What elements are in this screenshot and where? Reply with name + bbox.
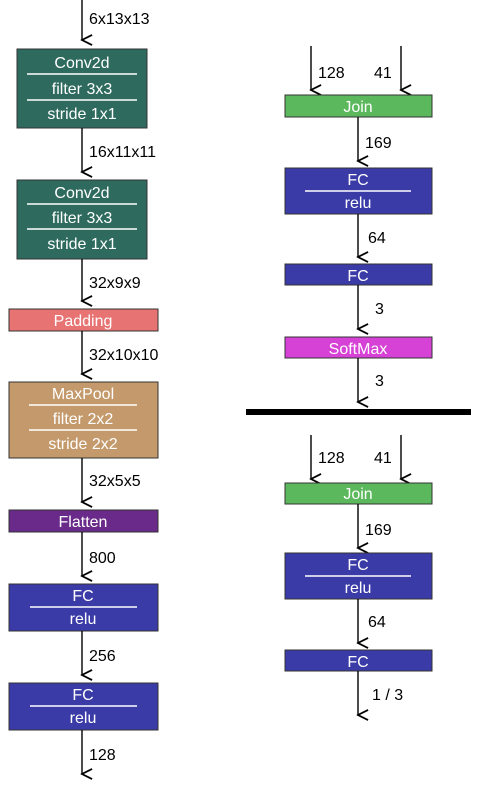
right-top-softmax-block: SoftMax [284,336,433,359]
conv2d-1-title: Conv2d [54,55,109,72]
right-top-join-block: Join [284,94,433,118]
conv2d-2-title: Conv2d [54,185,109,202]
fc-2-activation: relu [70,710,97,727]
right-bottom-join-label: Join [343,486,372,503]
conv2d-1-stride: stride 1x1 [47,106,116,123]
flatten-label: Flatten [59,514,108,531]
right-bottom-column: 128 41 Join 169 FC relu 64 FC 1 / 3 [284,435,433,715]
conv2d-block-2: Conv2d filter 3x3 stride 1x1 [16,179,148,260]
section-divider [246,409,471,415]
right-bottom-fc2-title: FC [347,654,368,671]
dim-after-conv2-label: 32x9x9 [89,275,141,292]
padding-label: Padding [54,313,113,330]
dim-after-conv1-label: 16x11x11 [89,144,156,161]
fc-relu-block-2: FC relu [8,682,159,731]
dim-after-fc2-label: 128 [89,747,116,764]
conv2d-2-filter: filter 3x3 [52,210,113,227]
maxpool-title: MaxPool [52,386,114,403]
left-column: 6x13x13 Conv2d filter 3x3 stride 1x1 16x… [8,0,159,774]
right-bottom-fc-block: FC [284,649,433,672]
right-top-dim-after-fc2-label: 3 [375,301,384,318]
dim-after-padding-label: 32x10x10 [89,347,158,364]
right-top-join-label: Join [343,99,372,116]
right-top-dim-after-fc1-label: 64 [368,230,386,247]
right-top-fc1-title: FC [347,172,368,189]
conv2d-block-1: Conv2d filter 3x3 stride 1x1 [16,48,148,129]
maxpool-filter: filter 2x2 [53,411,114,428]
fc-1-title: FC [72,588,93,605]
fc-1-activation: relu [70,611,97,628]
padding-box [8,308,159,332]
right-top-input-b-label: 41 [374,65,392,82]
right-top-dim-after-join-label: 169 [365,135,392,152]
flatten-box [8,509,159,533]
dim-after-fc1-label: 256 [89,648,116,665]
right-bottom-dim-after-join-label: 169 [365,522,392,539]
right-top-input-a-label: 128 [318,65,345,82]
right-top-softmax-label: SoftMax [329,341,388,358]
right-bottom-input-b-label: 41 [374,450,392,467]
maxpool-box [8,381,159,459]
maxpool-stride: stride 2x2 [48,436,117,453]
dim-after-flatten-label: 800 [89,550,116,567]
input-dim-label: 6x13x13 [89,11,150,28]
right-bottom-input-a-label: 128 [318,450,345,467]
maxpool-block: MaxPool filter 2x2 stride 2x2 [8,381,159,459]
fc-2-title: FC [72,687,93,704]
conv2d-1-filter: filter 3x3 [52,81,113,98]
right-top-fc2-title: FC [347,268,368,285]
right-bottom-output-dim-label: 1 / 3 [372,687,403,704]
conv2d-2-stride: stride 1x1 [47,236,116,253]
right-top-column: 128 41 Join 169 FC relu 64 FC 3 SoftMax … [284,46,433,402]
right-bottom-join-block: Join [284,482,433,505]
right-top-output-dim-label: 3 [375,373,384,390]
padding-block: Padding [8,308,159,332]
dim-after-maxpool-label: 32x5x5 [89,473,141,490]
right-bottom-dim-after-fc1-label: 64 [368,614,386,631]
right-bottom-fc1-activation: relu [345,580,372,597]
flatten-block: Flatten [8,509,159,533]
right-bottom-fc1-title: FC [347,557,368,574]
right-top-fc-block: FC [284,263,433,286]
right-top-fc-relu-block: FC relu [284,167,433,215]
fc-relu-block-1: FC relu [8,583,159,632]
right-bottom-fc-relu-block: FC relu [284,552,433,600]
right-top-fc1-activation: relu [345,195,372,212]
